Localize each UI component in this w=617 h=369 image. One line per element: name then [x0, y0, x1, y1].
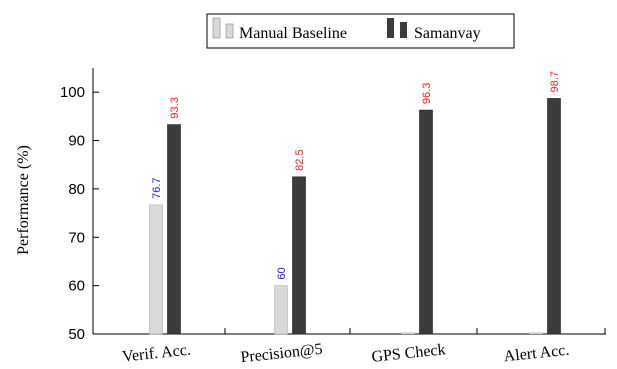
- legend-label-samanvay: Samanvay: [414, 25, 481, 42]
- samanvay-bar-3-label: 98.7: [549, 71, 561, 92]
- x-tick-label-2: GPS Check: [371, 341, 447, 366]
- samanvay-bar-0: [167, 124, 181, 335]
- legend-swatch-manual-baseline-a: [212, 17, 221, 39]
- y-tick-label-3: 80: [68, 181, 85, 198]
- samanvay-bar-1-label: 82.5: [294, 149, 306, 170]
- legend: Manual Baseline Samanvay: [206, 13, 515, 49]
- plot-area: 50 60 70 80 90 100 76.7 60 93.3 82.5 96.3 98.7 Verif…: [60, 68, 606, 366]
- manual-baseline-bar-3: [529, 332, 543, 334]
- legend-box: [206, 13, 515, 49]
- legend-swatch-manual-baseline-b: [225, 23, 234, 39]
- manual-baseline-bar-0-label: 76.7: [151, 177, 163, 198]
- legend-swatch-samanvay-b: [400, 22, 407, 38]
- y-tick-label-2: 70: [68, 229, 85, 246]
- y-axis-label: Performance (%): [15, 145, 32, 255]
- y-tick-label-1: 60: [68, 278, 85, 295]
- x-tick-label-0: Verif. Acc.: [121, 341, 191, 365]
- manual-baseline-bar-1-label: 60: [276, 267, 288, 279]
- manual-baseline-bar-2: [401, 332, 415, 334]
- y-tick-label-5: 100: [60, 84, 85, 101]
- legend-label-manual-baseline: Manual Baseline: [239, 25, 347, 42]
- manual-baseline-bar-0: [149, 204, 163, 335]
- samanvay-bar-3: [547, 98, 561, 335]
- samanvay-bar-2: [419, 109, 433, 335]
- samanvay-bar-2-label: 96.3: [421, 83, 433, 104]
- samanvay-bar-1: [292, 176, 306, 335]
- x-tick-label-1: Precision@5: [240, 341, 324, 367]
- manual-baseline-bar-1: [274, 285, 288, 335]
- y-tick-label-0: 50: [68, 326, 85, 343]
- y-tick-label-4: 90: [68, 133, 85, 150]
- legend-swatch-samanvay-a: [387, 18, 394, 38]
- x-tick-label-3: Alert Acc.: [503, 342, 570, 366]
- samanvay-bar-0-label: 93.3: [169, 97, 181, 118]
